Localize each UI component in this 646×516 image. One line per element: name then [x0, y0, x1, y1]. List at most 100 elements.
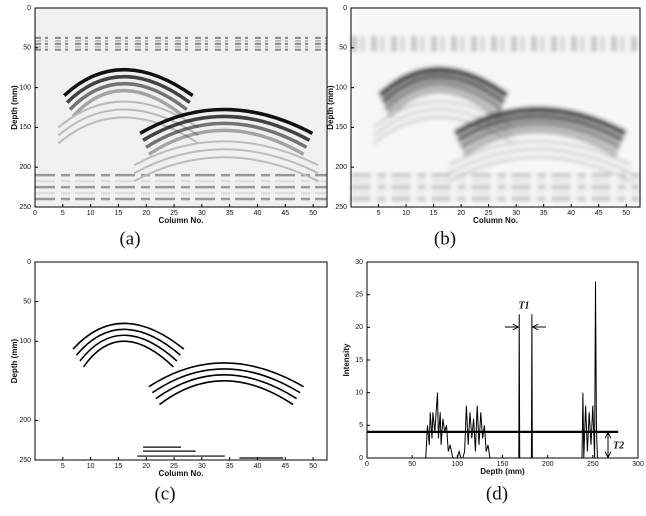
hyperbola [79, 334, 178, 362]
x-tick-label: 20 [457, 210, 465, 217]
caption: (a) [119, 228, 140, 249]
x-tick-label: 0 [33, 210, 37, 217]
hyperbola [68, 81, 188, 111]
x-axis-label: Depth (mm) [480, 467, 525, 476]
hyperbola [133, 156, 319, 182]
hyperbola [383, 80, 504, 112]
y-tick-label: 150 [19, 124, 31, 131]
y-tick-label: 50 [23, 45, 31, 52]
x-tick-label: 45 [281, 463, 289, 470]
hyperbola [453, 106, 627, 137]
x-tick-label: 35 [226, 210, 234, 217]
hyperbola [72, 322, 185, 350]
hyperbola [448, 156, 632, 182]
x-tick-label: 20 [142, 210, 150, 217]
y-axis-label: Intensity [342, 343, 351, 376]
x-tick-label: 50 [309, 210, 317, 217]
hyperbola [386, 87, 501, 119]
y-tick-label: 30 [355, 259, 363, 266]
x-axis-label: Column No. [159, 469, 204, 478]
data-line [367, 281, 602, 459]
x-tick-label: 25 [485, 210, 493, 217]
hyperbola [133, 140, 319, 167]
x-tick-label: 0 [365, 461, 369, 468]
annotation: T2 [613, 440, 624, 451]
x-tick-label: 200 [542, 461, 554, 468]
hyperbola [57, 116, 200, 145]
y-tick-label: 250 [19, 204, 31, 211]
x-tick-label: 35 [540, 210, 548, 217]
x-tick-label: 40 [254, 210, 262, 217]
x-tick-label: 50 [408, 461, 416, 468]
y-tick-label: 0 [27, 259, 31, 266]
x-tick-label: 10 [87, 210, 95, 217]
y-axis-label: Depth (mm) [10, 85, 19, 130]
x-tick-label: 15 [115, 210, 123, 217]
y-tick-label: 0 [27, 5, 31, 12]
x-tick-label: 30 [198, 463, 206, 470]
x-tick-label: 25 [170, 210, 178, 217]
x-tick-label: 35 [226, 463, 234, 470]
y-tick-label: 100 [19, 338, 31, 345]
hyperbola [142, 114, 311, 142]
y-tick-label: 200 [19, 417, 31, 424]
hyperbola [377, 66, 509, 99]
y-tick-label: 200 [335, 164, 347, 171]
hyperbola [155, 374, 298, 400]
caption: (c) [154, 483, 175, 504]
hyperbola [459, 120, 622, 150]
x-tick-label: 5 [61, 463, 65, 470]
caption: (d) [486, 483, 508, 504]
y-tick-label: 25 [355, 292, 363, 299]
x-tick-label: 50 [309, 463, 317, 470]
x-tick-label: 40 [567, 210, 575, 217]
y-tick-label: 150 [335, 124, 347, 131]
plot-frame [34, 7, 328, 208]
hyperbola [145, 121, 308, 149]
x-tick-label: 10 [87, 463, 95, 470]
hyperbola [380, 73, 506, 105]
hyperbola [448, 140, 632, 167]
hyperbola [448, 148, 632, 175]
y-tick-label: 100 [19, 84, 31, 91]
x-tick-label: 20 [142, 463, 150, 470]
y-tick-label: 0 [359, 455, 363, 462]
y-tick-label: 50 [339, 45, 347, 52]
y-tick-label: 15 [355, 357, 363, 364]
y-tick-label: 50 [23, 298, 31, 305]
x-tick-label: 25 [170, 463, 178, 470]
x-tick-label: 5 [377, 210, 381, 217]
plot-frame [366, 261, 639, 459]
x-tick-label: 10 [402, 210, 410, 217]
hyperbola [82, 340, 174, 368]
image-content [72, 322, 305, 459]
x-tick-label: 100 [451, 461, 463, 468]
x-tick-label: 15 [115, 463, 123, 470]
x-tick-label: 15 [430, 210, 438, 217]
x-tick-label: 45 [281, 210, 289, 217]
plot-frame [34, 261, 328, 461]
y-tick-label: 0 [343, 5, 347, 12]
y-axis-label: Depth (mm) [326, 85, 335, 130]
hyperbola [71, 88, 185, 118]
x-tick-label: 250 [587, 461, 599, 468]
y-tick-label: 100 [335, 84, 347, 91]
hyperbola [151, 368, 301, 394]
hyperbola [158, 380, 294, 406]
hyperbola [65, 75, 191, 104]
y-tick-label: 10 [355, 390, 363, 397]
y-tick-label: 250 [19, 457, 31, 464]
annotation: T1 [518, 300, 529, 311]
x-tick-label: 5 [61, 210, 65, 217]
x-axis-label: Column No. [159, 216, 204, 225]
hyperbola [147, 128, 305, 156]
x-tick-label: 40 [254, 463, 262, 470]
hyperbola [75, 328, 181, 356]
x-tick-label: 45 [595, 210, 603, 217]
x-axis-label: Column No. [473, 216, 518, 225]
y-tick-label: 200 [19, 164, 31, 171]
x-tick-label: 30 [198, 210, 206, 217]
y-tick-label: 250 [335, 204, 347, 211]
image-content [35, 8, 327, 207]
